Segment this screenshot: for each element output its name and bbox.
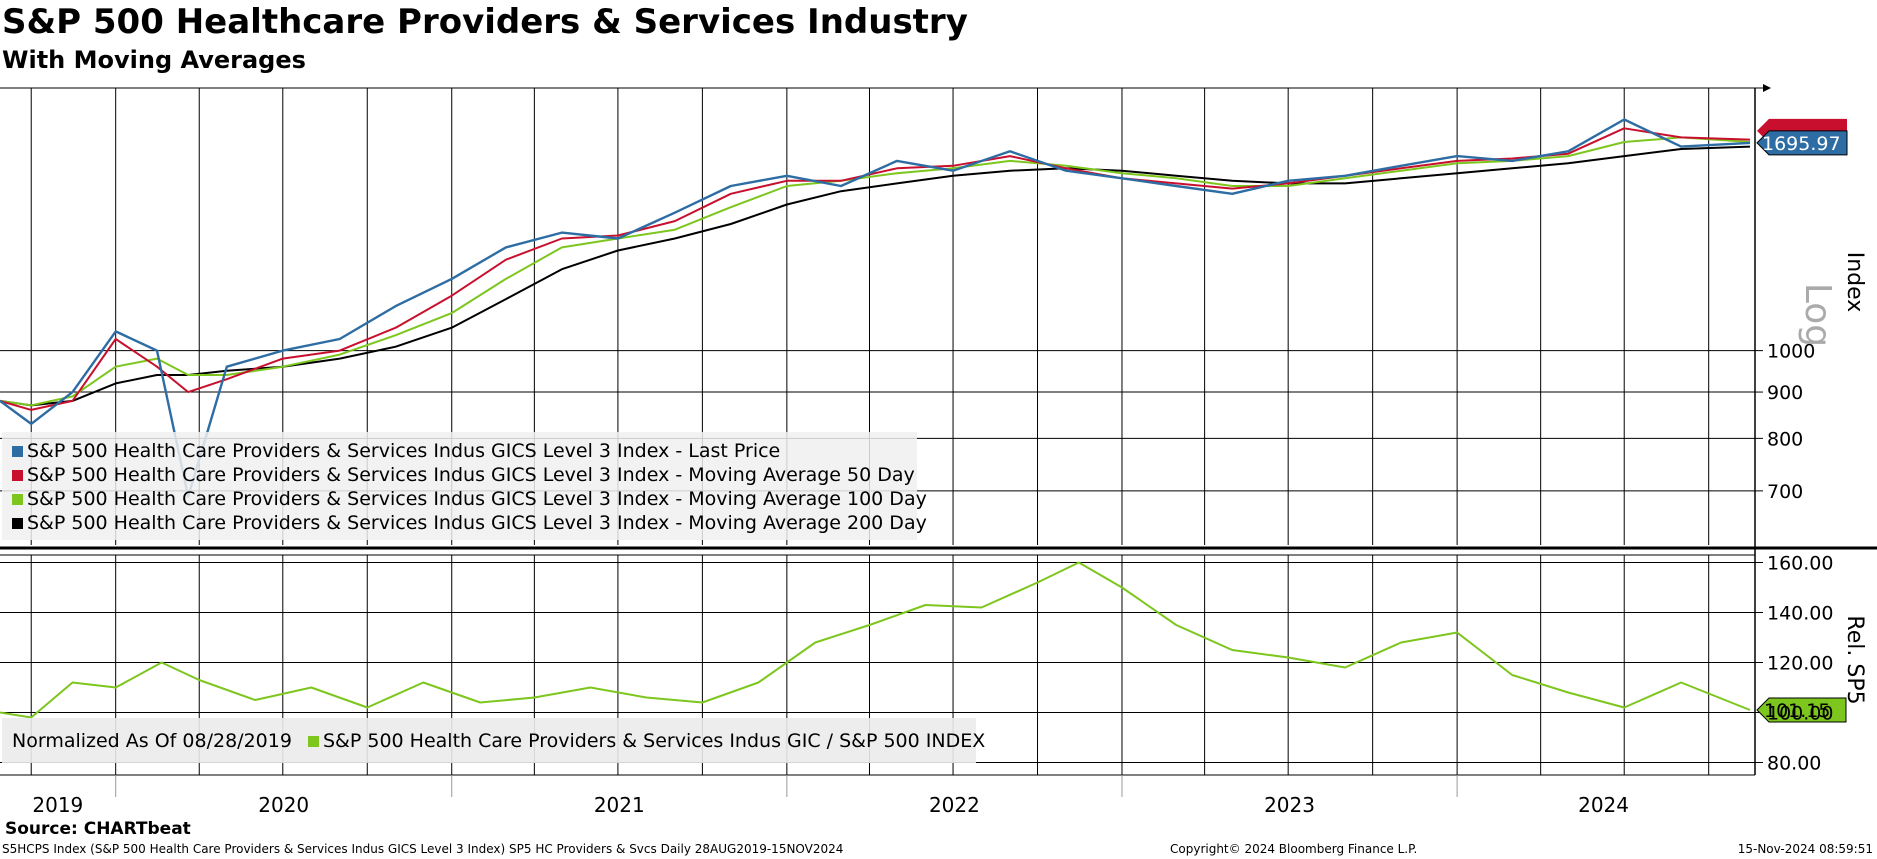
bottom-panel-series [0,561,1751,719]
y-tick-label: 800 [1767,428,1803,450]
legend-item-relative: S&P 500 Health Care Providers & Services… [308,730,985,752]
y-tick-label: 140.00 [1767,603,1833,625]
legend-swatch-ma100 [12,493,23,505]
y-tick-label: 100.00 [1767,703,1833,725]
legend-swatch-ma50 [12,469,23,481]
footer-source: Source: CHARTbeat [5,819,191,839]
legend-item-ma100: S&P 500 Health Care Providers & Services… [12,488,927,510]
legend-swatch-ma200 [12,517,23,529]
legend-label: S&P 500 Health Care Providers & Services… [27,464,915,486]
last-value-tag-relative [1756,697,1847,723]
x-tick-label: 2023 [1264,793,1315,817]
series-line [0,145,1751,407]
footer-timestamp: 15-Nov-2024 08:59:51 [1737,842,1873,856]
x-tick-label: 2022 [929,793,980,817]
y-axis-title-top: Index [1842,252,1867,313]
y-tick-label: 80.00 [1767,753,1821,775]
y-tick-label: 700 [1767,481,1803,503]
legend-label: S&P 500 Health Care Providers & Services… [27,440,781,462]
bottom-legend: Normalized As Of 08/28/2019 S&P 500 Heal… [2,718,985,763]
x-tick-label: 2021 [594,793,645,817]
axis-arrow [1763,84,1771,92]
x-tick-label: 2024 [1578,793,1629,817]
y-tick-label: 120.00 [1767,653,1833,675]
axes [0,84,1877,797]
legend-item-ma50: S&P 500 Health Care Providers & Services… [12,464,915,486]
x-tick-label: 2020 [258,793,309,817]
series-line [0,136,1751,407]
y-tick-label: 900 [1767,382,1803,404]
last-value-tag [1756,130,1848,156]
legend-normalized-label: Normalized As Of 08/28/2019 [12,730,292,752]
axis-labels: 700 800 900 1000 80.00 100.00 120.00 140.00 160.… [32,133,1867,817]
footer-description: S5HCPS Index (S&P 500 Health Care Provid… [2,842,844,856]
last-value-label: 1695.97 [1762,133,1841,155]
legend-label: S&P 500 Health Care Providers & Services… [323,730,986,752]
y-axis-title-bottom: Rel. SP5 [1842,615,1867,704]
x-tick-label: 2019 [32,793,83,817]
legend-item-ma200: S&P 500 Health Care Providers & Services… [12,512,927,534]
y-tick-label: 160.00 [1767,553,1833,575]
series-line [0,561,1751,719]
series-line [0,118,1751,498]
log-scale-label: Log [1797,283,1838,347]
chart-subtitle: With Moving Averages [2,46,306,74]
legend-swatch-last-price [12,445,23,457]
chart-title: S&P 500 Healthcare Providers & Services … [2,2,968,42]
top-legend: S&P 500 Health Care Providers & Services… [2,432,927,540]
footer-copyright: Copyright© 2024 Bloomberg Finance L.P. [1170,842,1418,856]
legend-label: S&P 500 Health Care Providers & Services… [27,512,927,534]
legend-label: S&P 500 Health Care Providers & Services… [27,488,927,510]
legend-swatch-relative [308,735,319,747]
top-panel-series [0,118,1751,498]
last-value-label-relative: 101.15 [1764,700,1830,722]
y-tick-label: 1000 [1767,341,1815,363]
legend-item-last-price: S&P 500 Health Care Providers & Services… [12,440,780,462]
